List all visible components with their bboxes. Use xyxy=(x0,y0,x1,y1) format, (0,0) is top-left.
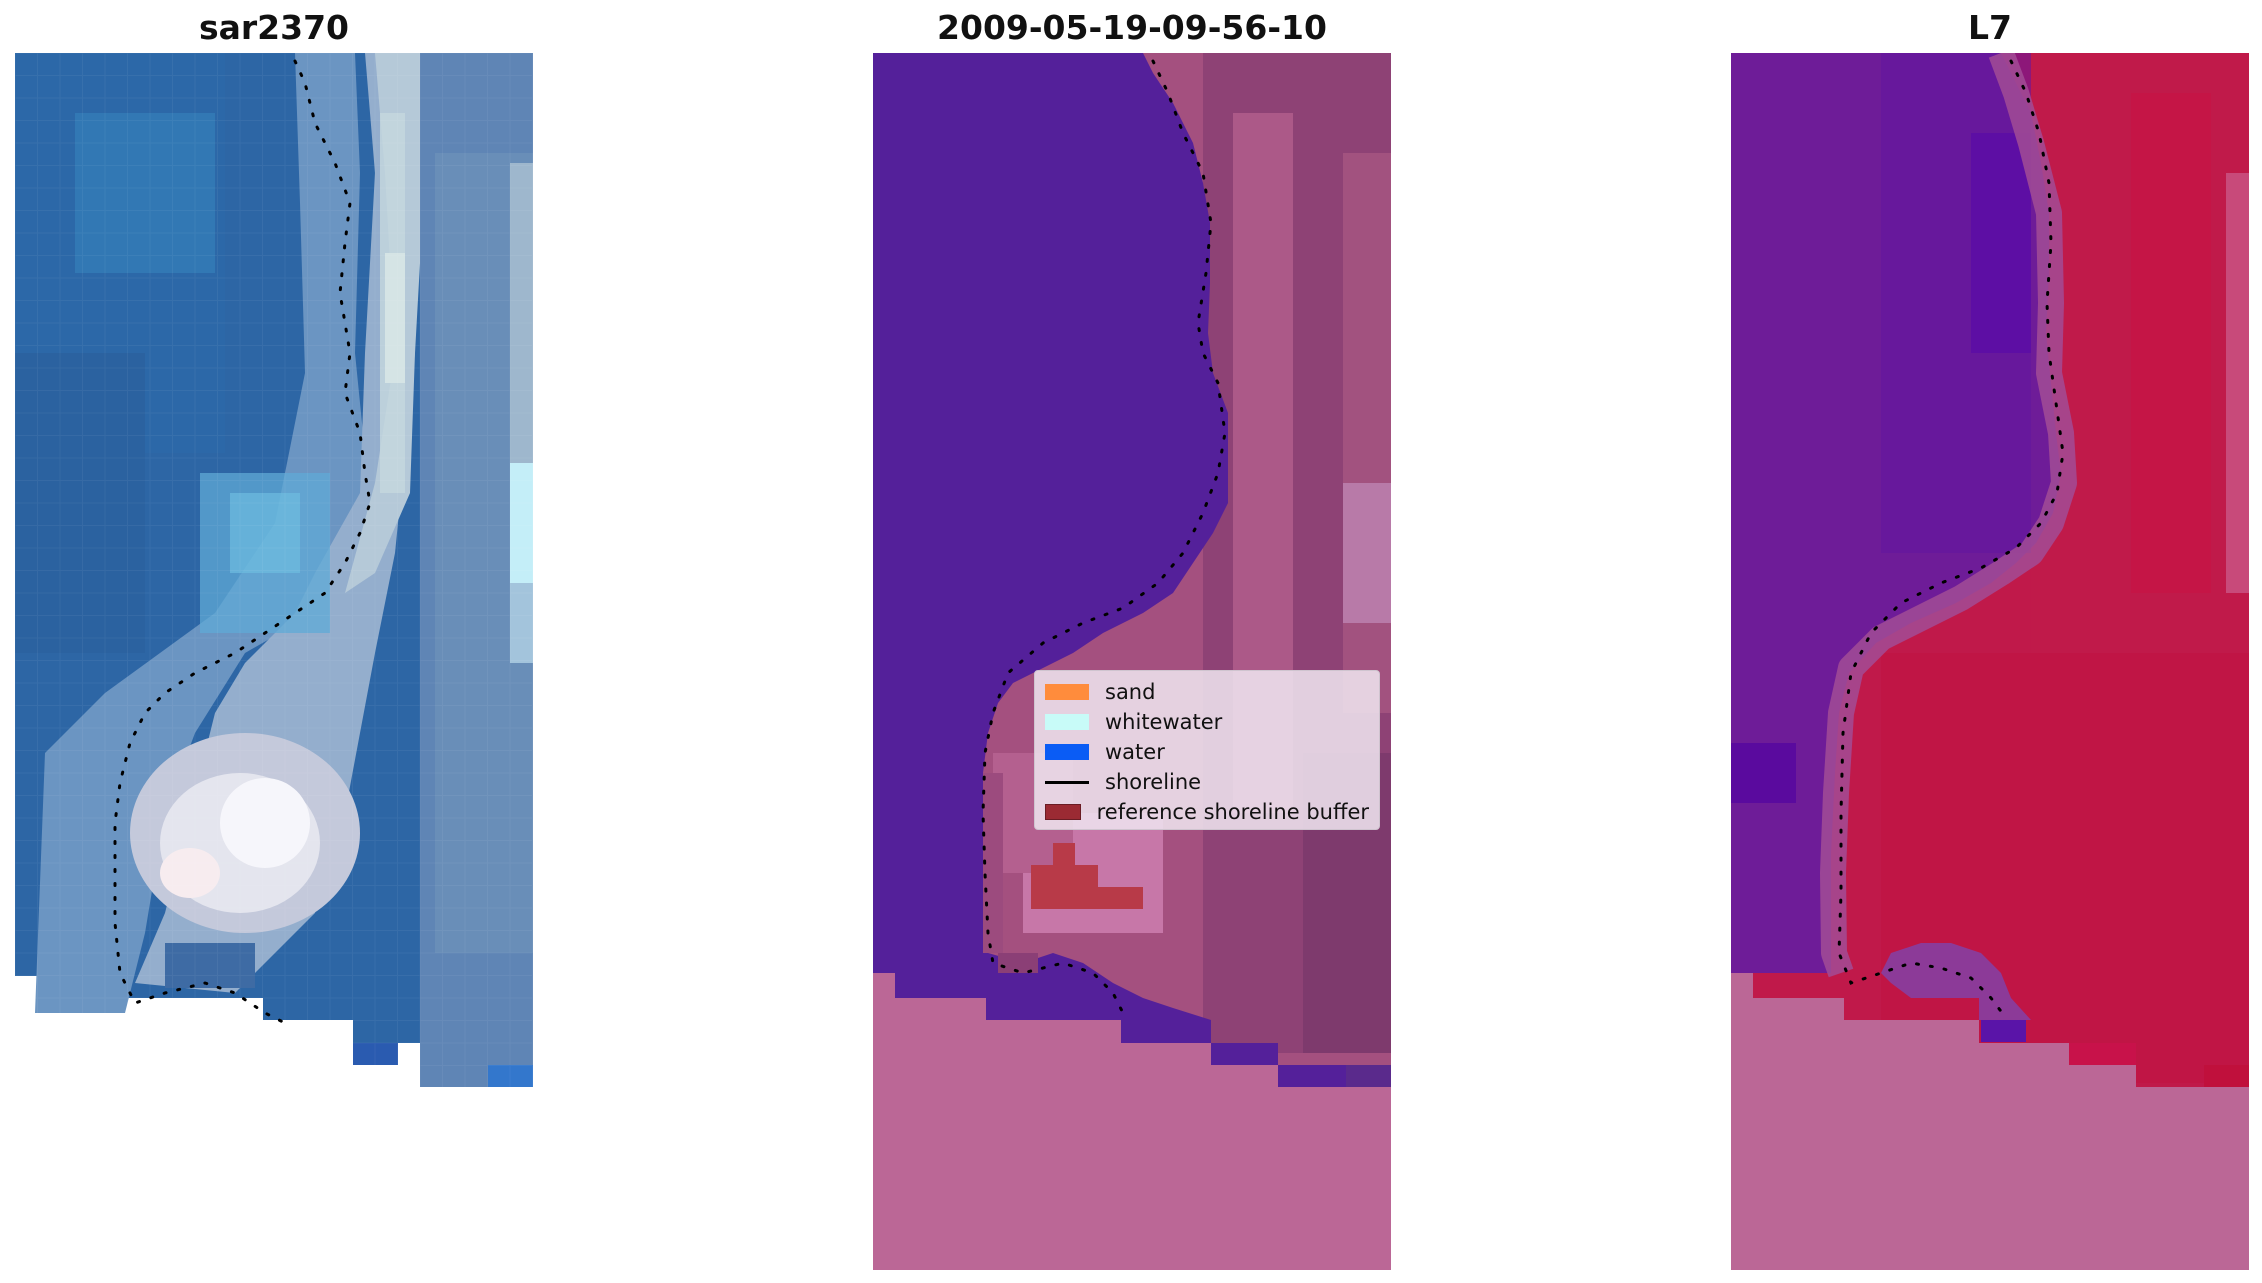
legend-swatch-whitewater xyxy=(1045,714,1089,730)
legend-item-sand: sand xyxy=(1045,677,1369,707)
legend-item-reference-buffer: reference shoreline buffer xyxy=(1045,797,1369,827)
legend-label-reference-buffer: reference shoreline buffer xyxy=(1096,800,1369,824)
index-image xyxy=(1731,53,2249,1270)
legend-swatch-sand xyxy=(1045,684,1089,700)
classification-image xyxy=(873,53,1391,1270)
legend-item-whitewater: whitewater xyxy=(1045,707,1369,737)
legend-label-shoreline: shoreline xyxy=(1105,770,1202,794)
rgb-satellite-image xyxy=(15,53,533,1087)
legend-swatch-water xyxy=(1045,744,1089,760)
panel-title-rgb: sar2370 xyxy=(198,8,350,47)
legend-line-shoreline xyxy=(1045,780,1089,784)
legend-label-water: water xyxy=(1105,740,1165,764)
legend: sand whitewater water shoreline referenc… xyxy=(1034,670,1380,830)
legend-label-whitewater: whitewater xyxy=(1105,710,1223,734)
legend-swatch-reference-buffer xyxy=(1045,804,1081,820)
panel-title-index: L7 xyxy=(1968,8,2012,47)
legend-item-water: water xyxy=(1045,737,1369,767)
legend-item-shoreline: shoreline xyxy=(1045,767,1369,797)
panel-title-classification: 2009-05-19-09-56-10 xyxy=(937,8,1327,47)
legend-label-sand: sand xyxy=(1105,680,1156,704)
